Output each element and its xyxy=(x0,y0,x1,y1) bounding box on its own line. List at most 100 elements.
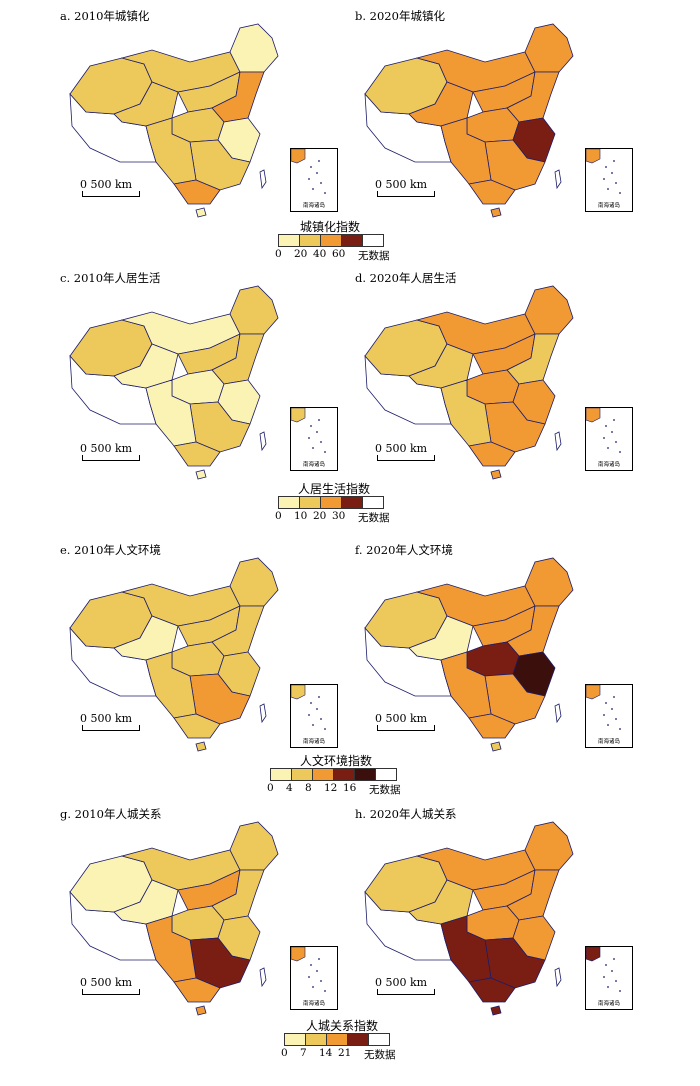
island-dot xyxy=(615,980,617,982)
legend-swatch xyxy=(341,496,363,509)
legend-swatch xyxy=(312,768,334,781)
central-region xyxy=(466,905,520,941)
legend-tick-label: 7 xyxy=(300,1047,307,1059)
south-china-sea-inset: 南海诸岛 xyxy=(585,684,633,748)
island-dot xyxy=(324,192,326,194)
south-region xyxy=(173,713,221,739)
island-dot xyxy=(611,172,613,174)
island-dot xyxy=(312,986,314,988)
inset-coast xyxy=(586,947,601,962)
scale-bar: 0 500 km xyxy=(80,712,140,731)
scale-bar: 0 500 km xyxy=(80,178,140,197)
island-dot xyxy=(310,425,312,427)
central-region xyxy=(466,641,520,677)
legend-tick-label: 30 xyxy=(332,510,346,522)
legend-nodata-label: 无数据 xyxy=(358,250,390,262)
legend-swatch xyxy=(284,1033,306,1046)
island-dot xyxy=(613,419,615,421)
south-region xyxy=(468,179,516,205)
map-panel-e: e. 2010年人文环境 0 500 km 南海诸岛 xyxy=(60,542,390,757)
island-dot xyxy=(619,451,621,453)
legend-swatch xyxy=(362,496,384,509)
island-dot xyxy=(312,724,314,726)
map-panel-g: g. 2010年人城关系 0 500 km 南海诸岛 xyxy=(60,806,390,1021)
hainan-region xyxy=(195,1005,207,1016)
taiwan-outline xyxy=(554,703,562,724)
scale-bar: 0 500 km xyxy=(80,976,140,995)
central-region xyxy=(466,369,520,405)
island-dot xyxy=(320,718,322,720)
south-china-sea-inset: 南海诸岛 xyxy=(585,946,633,1010)
legend-tick-label: 40 xyxy=(313,248,327,260)
inset-coast xyxy=(586,685,601,700)
south-china-sea-inset: 南海诸岛 xyxy=(290,946,338,1010)
island-dot xyxy=(318,160,320,162)
inset-coast xyxy=(586,408,601,423)
island-dot xyxy=(619,728,621,730)
northeast-region xyxy=(229,23,279,73)
scale-bar: 0 500 km xyxy=(375,442,435,461)
island-dot xyxy=(312,188,314,190)
panel-title: h. 2020年人城关系 xyxy=(355,807,457,821)
island-dot xyxy=(603,437,605,439)
legend-swatch xyxy=(299,234,321,247)
hainan-region xyxy=(490,741,502,752)
south-region xyxy=(468,441,516,467)
legend-swatch xyxy=(270,768,292,781)
legend-title: 人文环境指数 xyxy=(300,754,373,768)
scale-bar: 0 500 km xyxy=(375,712,435,731)
island-dot xyxy=(615,718,617,720)
island-dot xyxy=(318,696,320,698)
legend-swatch xyxy=(320,496,342,509)
island-dot xyxy=(308,714,310,716)
island-dot xyxy=(316,172,318,174)
legend-tick-label: 14 xyxy=(319,1047,333,1059)
panel-title: c. 2010年人居生活 xyxy=(60,271,161,285)
south-region xyxy=(468,713,516,739)
island-dot xyxy=(603,714,605,716)
northeast-region xyxy=(524,23,574,73)
legend-nodata-label: 无数据 xyxy=(364,1049,396,1061)
island-dot xyxy=(316,431,318,433)
map-panel-f: f. 2020年人文环境 0 500 km 南海诸岛 xyxy=(355,542,685,757)
legend-human-city: 人城关系指数 0 7 14 21 无数据 xyxy=(281,1017,412,1062)
south-china-sea-inset: 南海诸岛 xyxy=(585,407,633,471)
hainan-region xyxy=(490,1005,502,1016)
legend-tick-label: 0 xyxy=(275,248,282,260)
map-panel-b: b. 2020年城镇化 0 500 km 南海诸岛 xyxy=(355,8,685,223)
legend-nodata-label: 无数据 xyxy=(358,512,390,524)
northeast-region xyxy=(524,821,574,871)
inset-coast xyxy=(291,947,306,962)
legend-swatch xyxy=(291,768,313,781)
map-panel-c: c. 2010年人居生活 0 500 km 南海诸岛 xyxy=(60,270,390,485)
legend-swatch xyxy=(320,234,342,247)
central-region xyxy=(171,905,225,941)
china-choropleth-map xyxy=(364,821,574,1016)
panel-title: g. 2010年人城关系 xyxy=(60,807,162,821)
taiwan-outline xyxy=(554,169,562,190)
legend-tick-label: 10 xyxy=(294,510,308,522)
island-dot xyxy=(611,431,613,433)
island-dot xyxy=(619,990,621,992)
legend-tick-label: 60 xyxy=(332,248,346,260)
island-dot xyxy=(312,447,314,449)
panel-title: b. 2020年城镇化 xyxy=(355,9,445,23)
inset-coast xyxy=(291,408,306,423)
island-dot xyxy=(316,970,318,972)
map-panel-a: a. 2010年城镇化 0 500 km 南海诸岛 xyxy=(60,8,390,223)
northeast-region xyxy=(524,557,574,607)
island-dot xyxy=(619,192,621,194)
legend-swatch xyxy=(305,1033,327,1046)
taiwan-outline xyxy=(259,431,267,452)
taiwan-outline xyxy=(554,431,562,452)
china-choropleth-map xyxy=(69,23,279,218)
taiwan-outline xyxy=(259,169,267,190)
northeast-region xyxy=(524,285,574,335)
island-dot xyxy=(316,708,318,710)
island-dot xyxy=(605,964,607,966)
legend-tick-label: 0 xyxy=(267,782,274,794)
legend-culture: 人文环境指数 0 4 8 12 16 无数据 xyxy=(267,752,428,797)
island-dot xyxy=(605,425,607,427)
taiwan-outline xyxy=(554,967,562,988)
legend-tick-label: 20 xyxy=(313,510,327,522)
